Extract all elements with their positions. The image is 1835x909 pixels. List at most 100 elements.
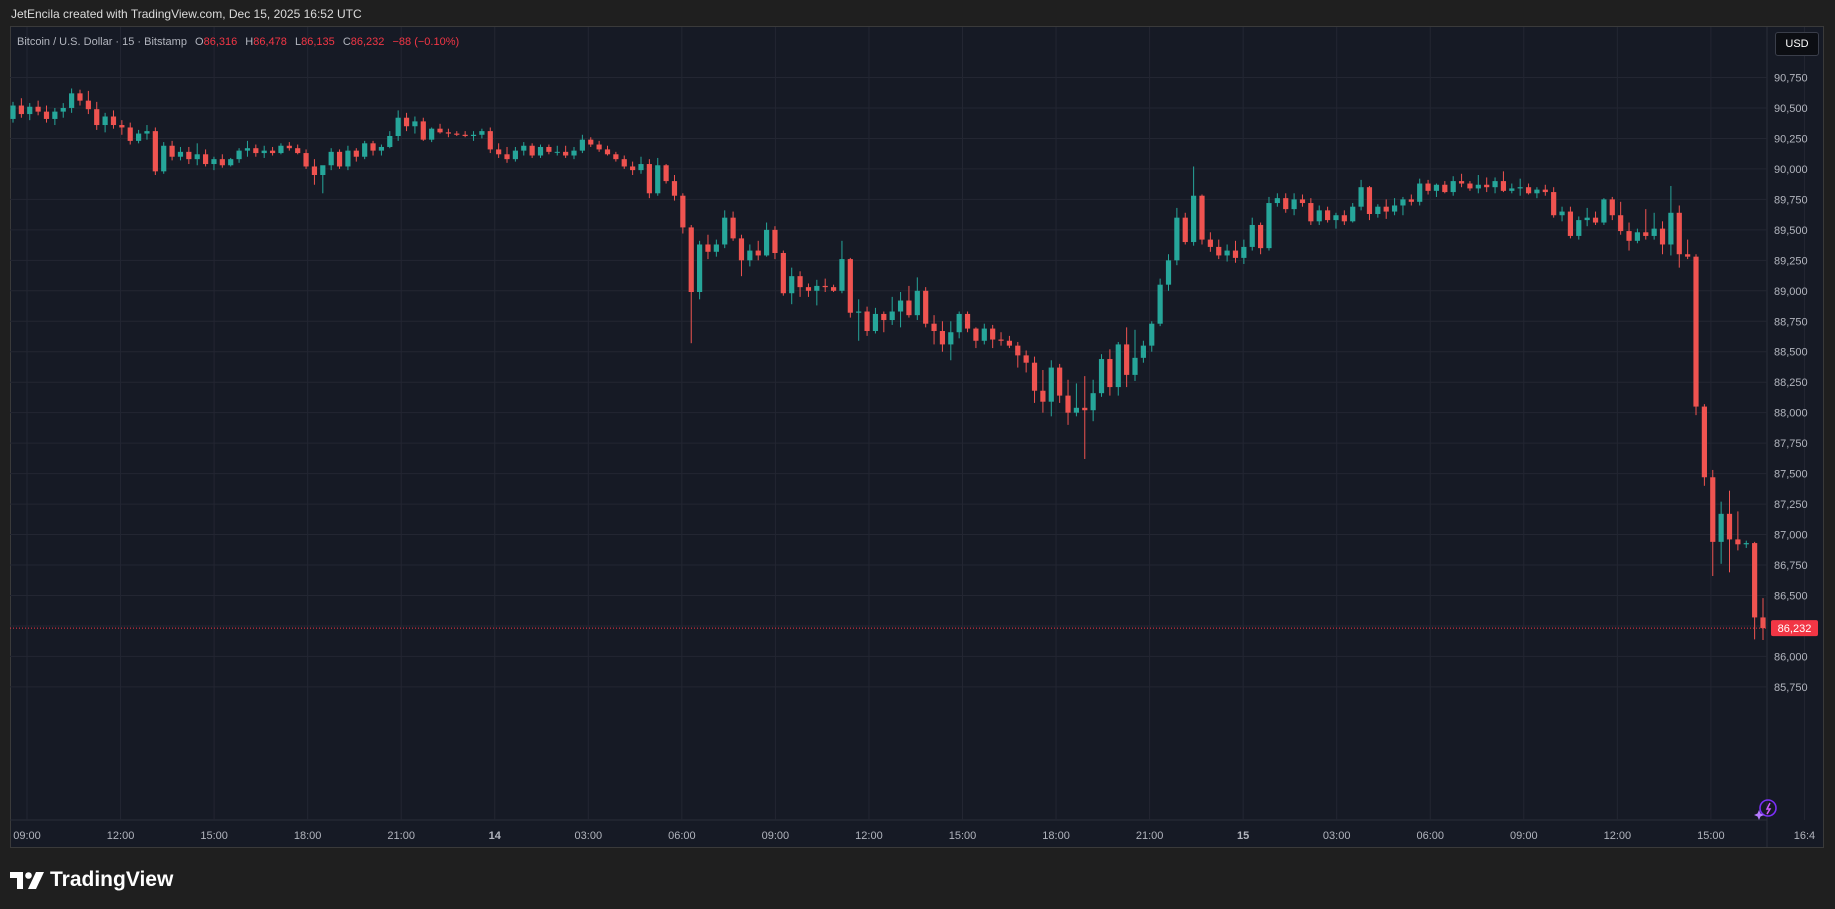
candle bbox=[1559, 206, 1565, 222]
candle-body bbox=[94, 109, 100, 126]
candle bbox=[1191, 166, 1197, 246]
candle bbox=[1266, 196, 1272, 251]
candle bbox=[613, 151, 619, 162]
candle-body bbox=[1442, 184, 1448, 193]
candle bbox=[1040, 370, 1046, 413]
candle bbox=[278, 143, 284, 155]
candle-body bbox=[102, 116, 108, 126]
candle-body bbox=[236, 150, 242, 160]
candle-body bbox=[1057, 367, 1063, 396]
candle bbox=[1391, 198, 1398, 216]
candle-body bbox=[1350, 206, 1356, 222]
candle-body bbox=[161, 145, 167, 172]
candle bbox=[1618, 201, 1624, 235]
candle bbox=[1333, 212, 1339, 229]
candle-body bbox=[998, 339, 1004, 341]
last-price-tag bbox=[1771, 620, 1818, 637]
candle bbox=[269, 146, 276, 156]
candle bbox=[27, 103, 33, 121]
candle bbox=[563, 145, 569, 158]
candle bbox=[1609, 196, 1615, 221]
candle-body bbox=[136, 133, 142, 141]
currency-button[interactable]: USD bbox=[1775, 32, 1819, 56]
price-tick-label: 88,000 bbox=[1774, 408, 1808, 420]
candle-body bbox=[1492, 181, 1498, 188]
candle-body bbox=[85, 100, 91, 110]
candle-body bbox=[69, 93, 75, 108]
candle bbox=[780, 250, 786, 296]
price-tick-label: 87,500 bbox=[1774, 469, 1808, 481]
candle bbox=[830, 284, 837, 293]
candle-body bbox=[1592, 217, 1599, 223]
candle bbox=[847, 257, 853, 318]
candle bbox=[1006, 335, 1013, 349]
candle-body bbox=[261, 150, 267, 154]
candle bbox=[923, 287, 929, 328]
symbol-title[interactable]: Bitcoin / U.S. Dollar · 15 · Bitstamp bbox=[17, 36, 187, 48]
chart-frame[interactable] bbox=[10, 26, 1824, 848]
candle bbox=[1383, 199, 1389, 219]
candle-body bbox=[1157, 284, 1163, 324]
time-tick-label: 18:00 bbox=[294, 830, 322, 842]
candle bbox=[1182, 212, 1188, 245]
brand-footer[interactable]: TradingView bbox=[10, 868, 173, 892]
candle-body bbox=[1090, 393, 1096, 411]
candle bbox=[1073, 383, 1079, 417]
sparkle-icon[interactable] bbox=[1753, 797, 1779, 821]
candle-body bbox=[1258, 224, 1264, 249]
candle bbox=[914, 277, 920, 321]
candle bbox=[1693, 254, 1699, 416]
candle-body bbox=[186, 151, 192, 160]
candle bbox=[1207, 232, 1213, 252]
candle bbox=[211, 156, 217, 171]
candle bbox=[1651, 212, 1657, 240]
candle bbox=[303, 149, 309, 169]
candle bbox=[219, 154, 225, 168]
candle-body bbox=[1417, 183, 1423, 202]
candle bbox=[370, 140, 376, 156]
candle bbox=[1442, 181, 1448, 194]
candle bbox=[110, 110, 117, 129]
candle bbox=[1542, 184, 1548, 196]
candle-body bbox=[345, 150, 351, 167]
time-tick-label: 06:00 bbox=[1416, 830, 1444, 842]
candle bbox=[387, 131, 393, 149]
candle-body bbox=[1509, 188, 1515, 191]
candle-body bbox=[814, 285, 820, 291]
candle bbox=[789, 267, 795, 305]
candle bbox=[1358, 179, 1364, 211]
candle bbox=[730, 211, 736, 241]
candle-body bbox=[1031, 362, 1038, 391]
candle bbox=[1643, 209, 1649, 240]
candle-body bbox=[1308, 203, 1314, 222]
candle-body bbox=[571, 150, 577, 156]
candle bbox=[1249, 217, 1255, 251]
candle-body bbox=[906, 300, 912, 316]
candle bbox=[10, 101, 16, 123]
candle bbox=[1492, 177, 1498, 194]
candle bbox=[856, 299, 862, 341]
candle-body bbox=[939, 331, 946, 345]
candle bbox=[328, 148, 334, 171]
candle bbox=[286, 142, 292, 151]
candle bbox=[336, 149, 343, 169]
candle-body bbox=[311, 166, 318, 176]
candle bbox=[1567, 206, 1574, 239]
candle-body bbox=[303, 153, 309, 167]
time-tick-label: 15:00 bbox=[949, 830, 977, 842]
candle-body bbox=[805, 287, 812, 291]
candle-body bbox=[1341, 215, 1347, 222]
candle bbox=[1065, 379, 1071, 425]
candle-body bbox=[1232, 250, 1239, 258]
candle-body bbox=[546, 146, 552, 152]
candle-body bbox=[889, 311, 895, 321]
candle-body bbox=[1500, 181, 1507, 191]
candle bbox=[1375, 204, 1381, 218]
candle-body bbox=[269, 150, 276, 154]
candle bbox=[1701, 404, 1707, 486]
candle bbox=[889, 296, 895, 325]
candle-body bbox=[378, 146, 385, 151]
candle-body bbox=[1643, 232, 1649, 236]
time-tick-label: 15:00 bbox=[1697, 830, 1725, 842]
